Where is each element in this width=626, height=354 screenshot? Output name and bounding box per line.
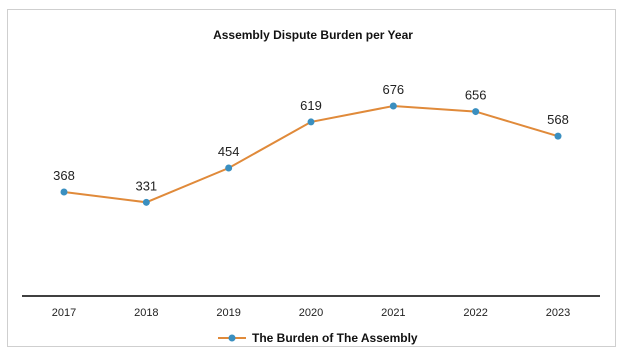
data-point <box>142 198 150 206</box>
data-label: 331 <box>135 178 157 193</box>
legend-label: The Burden of The Assembly <box>252 331 418 345</box>
data-point <box>307 118 315 126</box>
x-tick-label: 2019 <box>216 307 240 319</box>
data-point <box>225 164 233 172</box>
x-tick-label: 2023 <box>546 307 570 319</box>
data-point <box>60 188 68 196</box>
legend-marker-swatch <box>228 334 236 342</box>
data-point <box>389 102 397 110</box>
data-label: 619 <box>300 98 322 113</box>
x-tick-label: 2022 <box>463 307 487 319</box>
data-point <box>472 108 480 116</box>
x-tick-label: 2018 <box>134 307 158 319</box>
data-label: 568 <box>547 112 569 127</box>
legend: The Burden of The Assembly <box>218 331 418 345</box>
data-label: 676 <box>382 82 404 97</box>
data-label: 454 <box>218 144 240 159</box>
series-layer <box>60 102 562 206</box>
data-label: 368 <box>53 168 75 183</box>
chart-title: Assembly Dispute Burden per Year <box>213 28 413 42</box>
x-tick-label: 2020 <box>299 307 323 319</box>
data-point <box>554 132 562 140</box>
x-tick-layer: 2017 2018 2019 2020 2021 2022 2023 <box>52 307 570 319</box>
x-tick-label: 2017 <box>52 307 76 319</box>
x-tick-label: 2021 <box>381 307 405 319</box>
data-label: 656 <box>465 88 487 103</box>
chart-frame <box>7 9 616 347</box>
data-label-layer: 368 331 454 619 676 656 568 <box>53 82 569 193</box>
